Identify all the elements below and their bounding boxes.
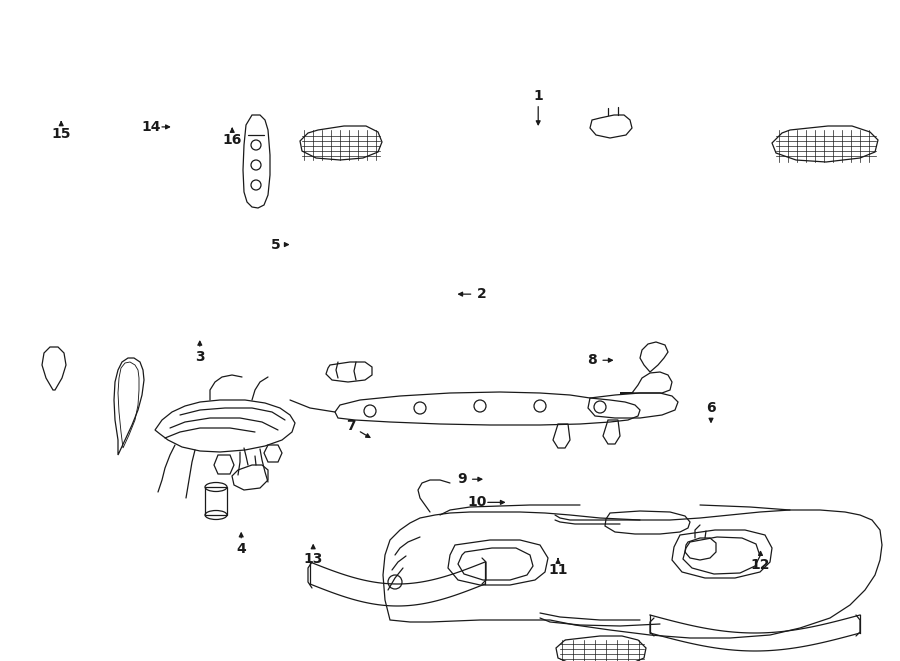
Text: 11: 11 xyxy=(548,563,568,577)
Text: 9: 9 xyxy=(457,472,466,486)
Text: 2: 2 xyxy=(477,287,486,301)
Text: 1: 1 xyxy=(534,89,543,103)
Text: 16: 16 xyxy=(222,133,242,147)
Bar xyxy=(205,487,227,515)
Text: 5: 5 xyxy=(271,237,280,252)
Text: 4: 4 xyxy=(237,541,246,556)
Text: 6: 6 xyxy=(706,401,716,416)
Text: 3: 3 xyxy=(195,350,204,364)
Text: 8: 8 xyxy=(588,353,597,368)
Text: 14: 14 xyxy=(141,120,161,134)
Text: 10: 10 xyxy=(467,495,487,510)
Text: 7: 7 xyxy=(346,419,356,434)
Text: 12: 12 xyxy=(751,558,770,572)
Text: 13: 13 xyxy=(303,551,323,566)
Text: 15: 15 xyxy=(51,126,71,141)
